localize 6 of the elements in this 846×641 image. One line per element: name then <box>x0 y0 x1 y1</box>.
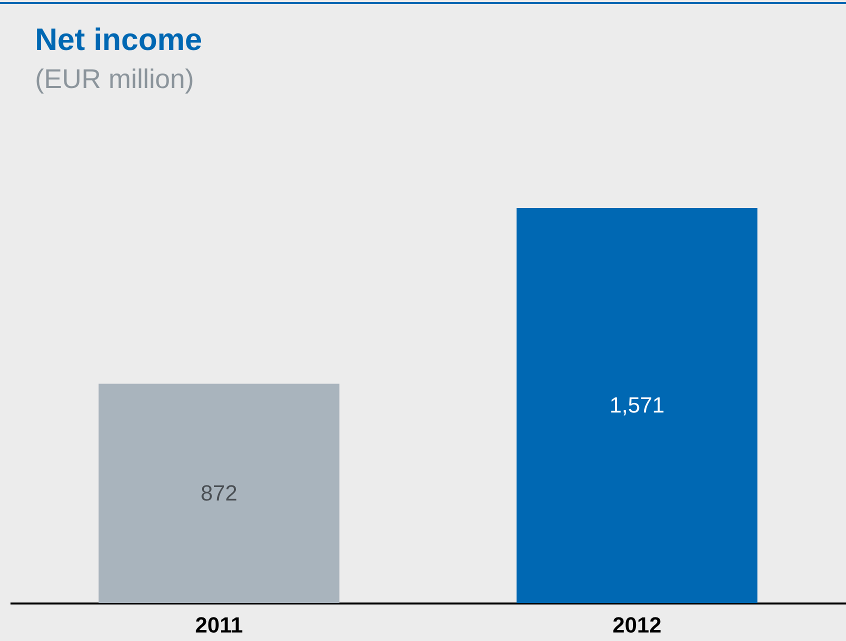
chart-subtitle: (EUR million) <box>35 64 194 95</box>
data-label: 1,571 <box>609 392 665 418</box>
data-label: 872 <box>200 480 238 506</box>
x-tick-label: 2012 <box>612 612 662 638</box>
x-tick-label: 2011 <box>195 612 243 638</box>
chart-title: Net income <box>35 22 202 58</box>
